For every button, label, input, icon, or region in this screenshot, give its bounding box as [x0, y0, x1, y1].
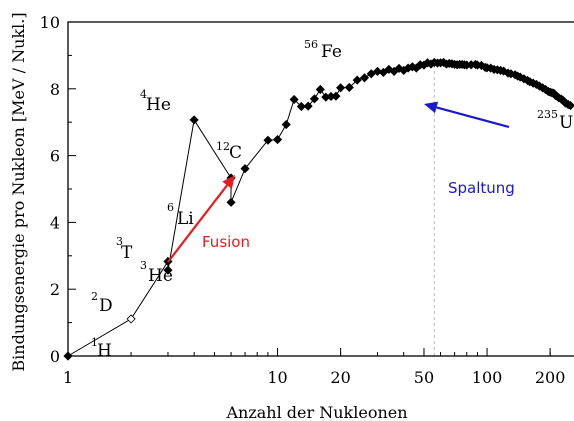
x-tick-label: 100	[472, 368, 503, 387]
y-tick-label: 8	[50, 80, 60, 99]
fusion-label: Fusion	[202, 233, 250, 251]
x-tick-label: 10	[267, 368, 287, 387]
curve-line	[68, 62, 570, 356]
isotope-mass-number: 12	[216, 140, 230, 153]
data-point	[127, 315, 135, 323]
data-point	[316, 85, 324, 93]
spaltung-label: Spaltung	[448, 179, 515, 197]
spaltung-arrow: Spaltung	[424, 102, 515, 197]
y-tick-label: 0	[50, 347, 60, 366]
data-point	[227, 198, 235, 206]
x-axis-title: Anzahl der Nukleonen	[225, 403, 407, 421]
y-tick-label: 4	[50, 213, 60, 232]
data-point	[332, 92, 340, 100]
y-tick-label: 10	[40, 13, 60, 32]
spaltung-arrow-head	[424, 102, 438, 114]
x-tick-label: 50	[414, 368, 434, 387]
isotope-label-he-4: 4He	[140, 88, 171, 115]
isotope-label-t-3: 3T	[116, 235, 133, 263]
data-point	[337, 84, 345, 92]
isotope-mass-number: 235	[537, 108, 558, 121]
isotope-symbol: U	[559, 113, 573, 133]
data-point	[274, 136, 282, 144]
x-tick-label: 1	[63, 368, 73, 387]
data-point	[282, 121, 290, 129]
isotope-mass-number: 56	[304, 38, 318, 51]
data-point	[360, 74, 368, 82]
isotope-symbol: D	[99, 296, 113, 316]
isotope-symbol: H	[97, 341, 112, 361]
isotope-symbol: C	[229, 143, 242, 163]
isotope-symbol: Fe	[321, 42, 342, 62]
isotope-mass-number: 2	[91, 290, 98, 303]
isotope-label-fe-56: 56 Fe	[304, 38, 342, 62]
x-tick-label: 200	[535, 368, 566, 387]
isotope-label-c-12: 12 C	[216, 140, 242, 163]
data-markers	[64, 58, 574, 360]
y-tick-label: 2	[50, 280, 60, 299]
isotope-label-u-235: 235 U	[537, 108, 573, 133]
isotope-label-li-6: 6Li	[167, 201, 194, 229]
y-axis-ticks: 0 2 4 6 8 10	[40, 13, 76, 366]
isotope-mass-number: 3	[140, 259, 147, 272]
x-axis-ticks: 1 10 20 50 100 200	[63, 348, 565, 387]
x-tick-label: 20	[330, 368, 350, 387]
plot-area: 1 10 20 50 100 200 0 2 4 6 8 10	[40, 13, 574, 387]
spaltung-arrow-line	[437, 107, 509, 127]
isotope-symbol: T	[121, 243, 133, 263]
isotope-symbol: Li	[177, 209, 194, 229]
y-tick-label: 6	[50, 147, 60, 166]
isotope-symbol: He	[148, 266, 173, 286]
isotope-symbol: He	[146, 95, 171, 115]
y-axis-title: Bindungsenergie pro Nukleon [MeV / Nukl.…	[9, 12, 28, 371]
data-point	[190, 116, 198, 124]
isotope-mass-number: 6	[167, 201, 174, 214]
